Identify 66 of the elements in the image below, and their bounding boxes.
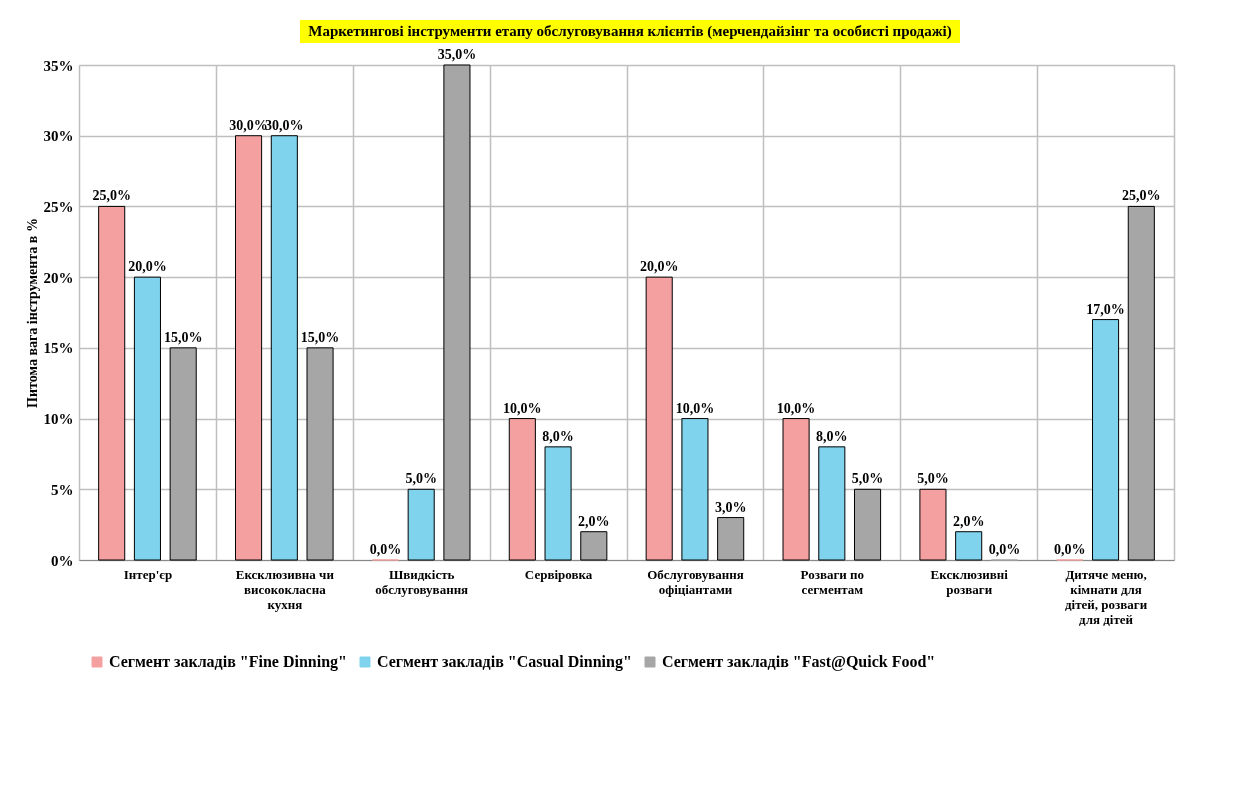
bar	[544, 446, 572, 561]
x-tick-label: Ексклюзивні розваги	[930, 566, 1009, 597]
bar	[1092, 319, 1120, 561]
data-label: 25,0%	[92, 188, 131, 204]
bar	[955, 531, 983, 561]
bar	[306, 347, 334, 561]
y-tick-label: 30%	[43, 128, 74, 145]
data-label: 10,0%	[776, 400, 816, 416]
data-label: 0,0%	[369, 542, 402, 557]
data-label: 10,0%	[675, 400, 715, 416]
data-label: 8,0%	[816, 428, 848, 444]
x-tick-label: Сервіровка	[524, 566, 593, 582]
data-label: 2,0%	[578, 513, 610, 529]
legend-label: Сегмент закладів "Casual Dinning"	[377, 653, 632, 671]
y-tick-label: 5%	[51, 481, 74, 498]
bar	[645, 276, 673, 561]
legend-label: Сегмент закладів "Fast@Quick Food"	[662, 653, 936, 671]
data-label: 20,0%	[128, 259, 167, 275]
data-label: 25,0%	[1122, 188, 1161, 204]
bar	[782, 418, 810, 561]
y-tick-label: 35%	[43, 57, 74, 74]
data-label: 15,0%	[300, 329, 340, 345]
data-label: 8,0%	[542, 428, 574, 444]
bar	[98, 205, 126, 561]
bar	[169, 347, 197, 561]
bar	[580, 531, 608, 561]
y-axis-title: Питома вага інструмента в %	[24, 218, 40, 408]
x-tick-label: Ексклюзивна чи висококласна кухня	[235, 566, 335, 612]
data-label: 0,0%	[988, 542, 1021, 557]
data-label: 30,0%	[265, 117, 304, 133]
bar	[717, 517, 745, 561]
x-tick-label: Обслуговування офіціантами	[647, 566, 744, 597]
data-label: 5,0%	[917, 471, 949, 487]
chart-title: Маркетингові інструменти етапу обслуговування клієнтів (мерчендайзінг та особисті продажі)	[300, 20, 960, 43]
y-tick-label: 0%	[51, 552, 74, 569]
data-label: 35,0%	[437, 47, 477, 62]
data-label: 15,0%	[163, 329, 203, 345]
bar	[854, 488, 882, 561]
y-tick-label: 25%	[43, 198, 74, 215]
bar	[508, 418, 536, 561]
x-tick-label: Розваги по сегментам	[800, 566, 865, 597]
legend-label: Сегмент закладів "Fine Dinning"	[109, 653, 347, 671]
x-tick-label: Дитяче меню, кімнати для дітей, розваги для дітей	[1064, 566, 1148, 627]
bar	[818, 446, 846, 561]
data-label: 2,0%	[952, 513, 985, 529]
bar	[443, 64, 471, 561]
data-label: 10,0%	[503, 400, 542, 416]
bar	[407, 488, 435, 561]
data-label: 5,0%	[851, 471, 884, 487]
bar	[681, 418, 709, 561]
y-tick-label: 10%	[43, 411, 74, 428]
data-label: 17,0%	[1086, 301, 1125, 317]
x-tick-label: Швидкість обслуговування	[375, 566, 469, 597]
bar	[133, 276, 161, 561]
bar	[919, 488, 947, 561]
data-label: 30,0%	[229, 117, 268, 133]
x-tick-label: Інтер'єр	[123, 566, 173, 582]
data-label: 3,0%	[714, 499, 747, 515]
bar	[1127, 205, 1155, 561]
bar	[235, 135, 263, 561]
y-tick-label: 15%	[43, 340, 74, 357]
y-tick-label: 20%	[43, 269, 74, 286]
data-label: 5,0%	[405, 471, 437, 487]
bar	[270, 135, 298, 561]
data-label: 0,0%	[1054, 542, 1086, 557]
data-label: 20,0%	[639, 259, 679, 275]
